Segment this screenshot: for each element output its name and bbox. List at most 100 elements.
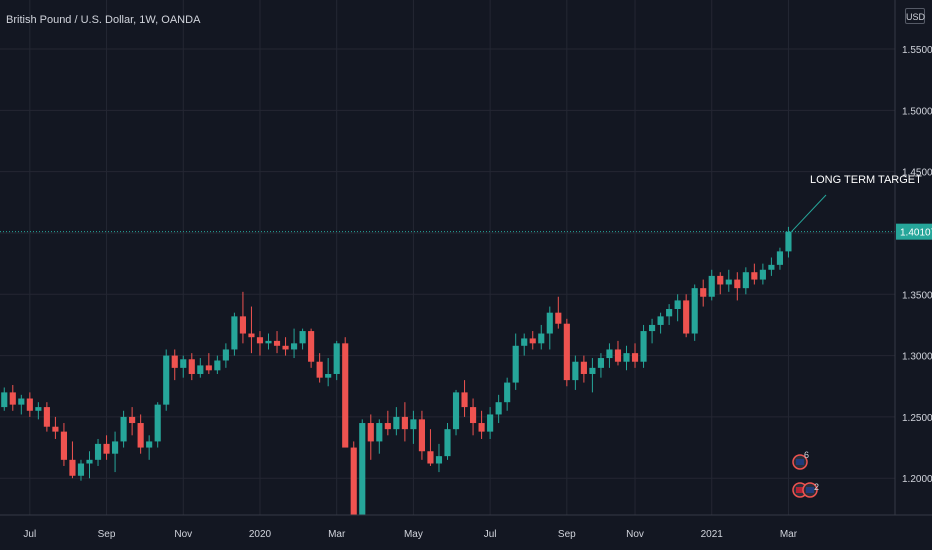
candle-body bbox=[137, 423, 144, 448]
candle-body bbox=[418, 419, 425, 452]
candle bbox=[342, 337, 349, 448]
candle-body bbox=[700, 288, 707, 297]
candle bbox=[589, 358, 596, 393]
candle-body bbox=[103, 443, 110, 454]
candle-body bbox=[112, 441, 119, 454]
candle-body bbox=[18, 398, 25, 405]
candle bbox=[478, 410, 485, 439]
last-price-label: 1.40107 bbox=[900, 228, 932, 239]
x-tick-label: Nov bbox=[174, 529, 192, 540]
candle bbox=[35, 402, 42, 420]
candle bbox=[231, 312, 238, 356]
candle bbox=[640, 324, 647, 368]
candle bbox=[555, 296, 562, 329]
candle-body bbox=[180, 359, 187, 368]
candle bbox=[401, 402, 408, 442]
candle-body bbox=[26, 398, 33, 411]
candle bbox=[495, 394, 502, 424]
candle bbox=[521, 333, 528, 356]
candle-body bbox=[580, 361, 587, 374]
candle bbox=[359, 419, 366, 515]
candle-body bbox=[188, 359, 195, 374]
candle bbox=[197, 358, 204, 378]
candle-body bbox=[205, 365, 212, 371]
candle bbox=[427, 429, 434, 466]
candle bbox=[350, 441, 357, 515]
candle-body bbox=[717, 275, 724, 285]
event-count: 6 bbox=[804, 450, 809, 460]
candle-body bbox=[623, 353, 630, 362]
candle-body bbox=[163, 355, 170, 405]
candle-body bbox=[512, 345, 519, 383]
candle bbox=[265, 333, 272, 350]
candle bbox=[86, 451, 93, 479]
candle bbox=[418, 410, 425, 460]
candle-body bbox=[43, 407, 50, 427]
candle bbox=[691, 284, 698, 341]
candle-body bbox=[725, 279, 732, 285]
candle bbox=[435, 443, 443, 473]
candle-body bbox=[265, 340, 272, 344]
candle-body bbox=[435, 456, 443, 464]
x-tick-label: Nov bbox=[626, 529, 644, 540]
candle bbox=[785, 226, 792, 258]
candle-body bbox=[751, 272, 758, 280]
candle bbox=[94, 438, 102, 466]
event-badges[interactable]: 632 bbox=[792, 450, 819, 498]
candle bbox=[734, 272, 741, 301]
candle bbox=[529, 331, 536, 350]
candle bbox=[657, 312, 664, 334]
candle-body bbox=[393, 416, 400, 430]
candle bbox=[700, 279, 707, 307]
candle bbox=[393, 407, 400, 436]
candle bbox=[572, 355, 579, 390]
currency-badge[interactable]: USD bbox=[905, 8, 925, 24]
candle bbox=[367, 414, 374, 460]
candle bbox=[504, 377, 511, 411]
candle-body bbox=[120, 416, 127, 442]
candle-body bbox=[325, 373, 332, 378]
candle-body bbox=[248, 333, 255, 338]
candle bbox=[759, 263, 766, 285]
event-badge[interactable]: 6 bbox=[792, 450, 809, 470]
x-tick-label: Mar bbox=[780, 529, 798, 540]
candle bbox=[52, 416, 59, 439]
candle bbox=[333, 340, 340, 381]
candle bbox=[649, 318, 656, 344]
candle bbox=[631, 343, 639, 368]
last-price-tag bbox=[896, 223, 932, 240]
candle bbox=[751, 263, 758, 285]
candle-body bbox=[52, 426, 59, 432]
candle bbox=[742, 267, 749, 295]
candle bbox=[103, 435, 110, 460]
candle bbox=[205, 353, 212, 374]
candle bbox=[282, 337, 289, 356]
candle bbox=[444, 423, 451, 460]
candle bbox=[461, 380, 468, 417]
event-badge[interactable]: 2 bbox=[802, 482, 819, 498]
candle-body bbox=[606, 349, 613, 359]
candle-body bbox=[487, 414, 494, 432]
candle bbox=[376, 419, 383, 454]
candle-body bbox=[376, 423, 383, 442]
candle bbox=[606, 343, 613, 368]
candle bbox=[708, 269, 715, 301]
candle bbox=[69, 441, 76, 479]
annotation[interactable]: LONG TERM TARGET bbox=[791, 174, 922, 233]
candle bbox=[614, 340, 622, 366]
candle-body bbox=[589, 367, 596, 374]
candle bbox=[60, 423, 67, 466]
candle-body bbox=[146, 441, 153, 448]
y-tick-label: 1.25000 bbox=[902, 413, 932, 424]
candle-body bbox=[359, 423, 366, 515]
x-tick-label: Sep bbox=[558, 529, 576, 540]
candle-body bbox=[367, 423, 374, 442]
candle-body bbox=[291, 343, 298, 350]
candle bbox=[487, 407, 494, 439]
candle bbox=[597, 353, 604, 378]
candle-body bbox=[521, 338, 528, 346]
candle-body bbox=[60, 431, 67, 460]
candle-body bbox=[316, 361, 323, 378]
candle-body bbox=[674, 300, 681, 309]
